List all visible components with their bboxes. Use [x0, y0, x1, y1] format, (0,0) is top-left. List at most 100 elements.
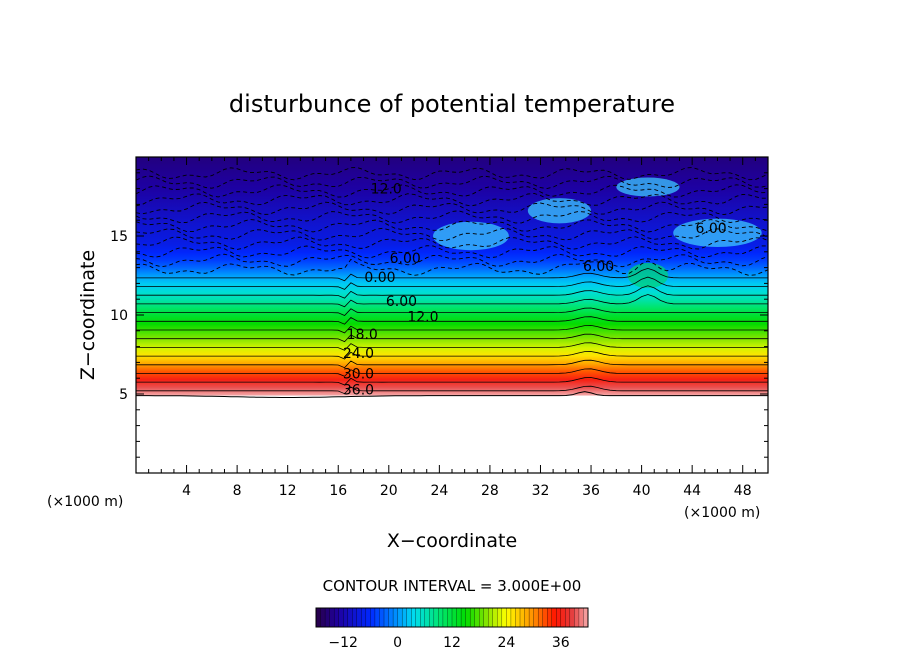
- colorbar-ticks: −12 0 12 24 36: [328, 635, 569, 651]
- disturbance-patch: [433, 221, 509, 251]
- colorbar-cell: [411, 607, 417, 628]
- contour-line: [136, 385, 768, 395]
- colorbar-cell: [361, 607, 367, 628]
- disturbance-patch: [616, 177, 680, 197]
- contour-line: [135, 193, 768, 207]
- colorbar-cell: [479, 607, 485, 628]
- contour-line: [136, 333, 768, 343]
- y-axis-label: Z−coordinate: [77, 250, 99, 380]
- colorbar-tick-label: 36: [552, 635, 570, 651]
- colorbar-cell: [460, 607, 467, 628]
- x-tick-label: 8: [233, 483, 242, 499]
- colorbar-cell: [333, 607, 340, 628]
- colorbar-cell: [547, 607, 553, 628]
- disturbance-patch: [673, 218, 762, 248]
- colorbar-cell: [533, 607, 539, 628]
- colorbar-cell: [574, 607, 580, 628]
- colorbar-cell: [338, 607, 344, 628]
- contour-line: [136, 267, 768, 282]
- contour-line: [135, 253, 769, 268]
- colorbar-cell: [578, 607, 584, 628]
- contour-label: 18.0: [347, 327, 378, 343]
- colorbar-cell: [519, 607, 525, 628]
- contour-line: [135, 201, 769, 216]
- contour-line: [136, 294, 768, 308]
- colorbar-cell: [379, 607, 385, 628]
- colorbar-cell: [397, 607, 403, 628]
- colorbar-tick-label: 0: [393, 635, 402, 651]
- contour-line: [135, 245, 768, 259]
- colorbar-cell: [524, 607, 530, 628]
- contour-line: [135, 175, 769, 190]
- contour-line: [136, 351, 768, 360]
- x-axis-label: X−coordinate: [387, 530, 517, 552]
- contour-label: 6.00: [390, 251, 421, 267]
- colorbar-cell: [356, 607, 362, 628]
- colorbar-cell: [433, 607, 439, 628]
- colorbar-cell: [420, 607, 426, 628]
- colorbar-cell: [488, 607, 494, 628]
- colorbar-cell: [315, 607, 321, 628]
- colorbar-tick-label: 24: [497, 635, 515, 651]
- x-axis-ticks: 4 8 12 16 20 24 28 32 36 40 44 48: [148, 157, 756, 499]
- colorbar-cells: [315, 607, 589, 628]
- colorbar-cell: [560, 607, 566, 628]
- disturbance-patch: [627, 262, 669, 289]
- contour-line: [135, 210, 769, 224]
- colorbar-cell: [483, 607, 489, 628]
- contour-line: [135, 236, 769, 250]
- contour-line: [136, 316, 768, 325]
- contour-labels: 12.06.006.006.000.006.0012.018.024.030.0…: [343, 182, 727, 399]
- contour-line: [135, 184, 769, 198]
- colorbar-cell: [383, 607, 389, 628]
- contour-line: [136, 307, 768, 316]
- x-unit-label-right: (×1000 m): [684, 505, 760, 521]
- colorbar-cell: [474, 607, 480, 628]
- contour-line: [136, 368, 768, 377]
- contour-label: 0.00: [364, 270, 395, 286]
- colorbar-cell: [447, 607, 453, 628]
- colorbar-cell: [497, 607, 503, 628]
- colorbar-cell: [537, 607, 544, 628]
- terrain-line: [136, 391, 768, 398]
- contour-line: [135, 219, 769, 233]
- colorbar-cell: [374, 607, 380, 628]
- contour-label: 6.00: [583, 259, 614, 275]
- colorbar-cell: [556, 607, 562, 628]
- contour-line: [135, 167, 769, 181]
- colorbar-tick-label: 12: [443, 635, 461, 651]
- x-tick-label: 28: [481, 483, 499, 499]
- y-axis-ticks: 5 10 15: [110, 172, 768, 458]
- contour-line: [136, 359, 768, 369]
- contour-lines: [135, 167, 769, 398]
- x-tick-label: 40: [633, 483, 651, 499]
- colorbar-cell: [551, 607, 557, 628]
- colorbar-cell: [347, 607, 353, 628]
- colorbar-cell: [465, 607, 471, 628]
- y-tick-label: 15: [110, 229, 128, 245]
- contour-label: 12.0: [371, 182, 402, 198]
- contour-line: [136, 342, 768, 351]
- contour-line: [135, 227, 769, 241]
- colorbar-cell: [352, 607, 358, 628]
- x-tick-label: 36: [582, 483, 600, 499]
- colorbar-cell: [456, 607, 462, 628]
- colorbar-cell: [469, 607, 476, 628]
- x-tick-label: 24: [430, 483, 448, 499]
- colorbar-cell: [542, 607, 548, 628]
- contour-line: [136, 324, 768, 334]
- colorbar-cell: [392, 607, 399, 628]
- colorbar-cell: [388, 607, 394, 628]
- colorbar-cell: [320, 607, 326, 628]
- colorbar-cell: [406, 607, 412, 628]
- colorbar-cell: [401, 607, 408, 628]
- x-tick-label: 16: [329, 483, 347, 499]
- x-tick-label: 4: [182, 483, 191, 499]
- colorbar-cell: [515, 607, 521, 628]
- colorbar-cell: [429, 607, 435, 628]
- colorbar-cell: [424, 607, 430, 628]
- disturbance-patch: [527, 198, 592, 224]
- colorbar-cell: [565, 607, 571, 628]
- contour-line: [136, 377, 768, 386]
